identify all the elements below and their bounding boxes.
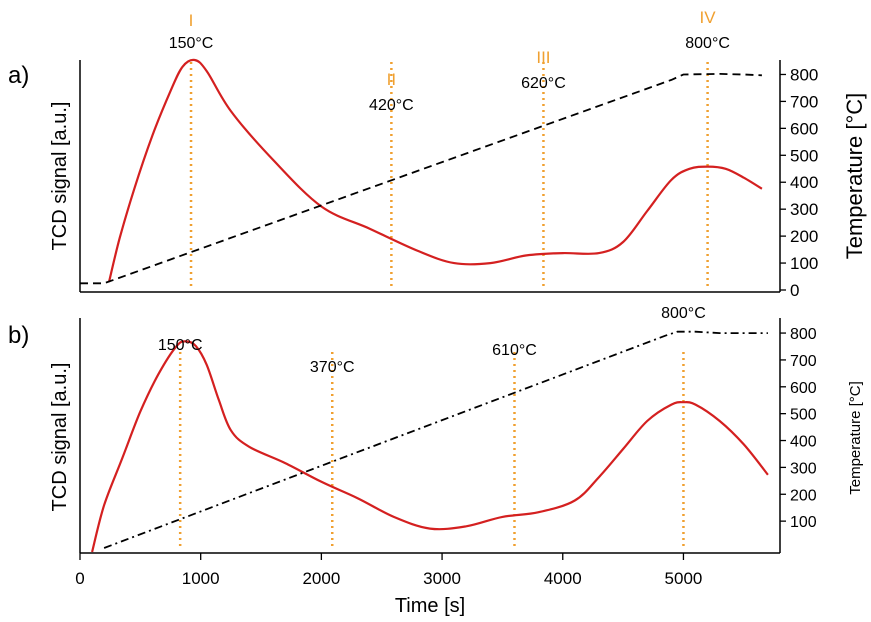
- x-tick-label: 4000: [544, 569, 582, 588]
- x-tick-label: 5000: [665, 569, 703, 588]
- panel-label-a: a): [8, 62, 29, 89]
- peak-numeral-label: II: [387, 70, 396, 89]
- panel-b-right-tick-label: 500: [790, 407, 817, 424]
- panel-b-right-tick-label: 200: [790, 487, 817, 504]
- panel-b-tcd-line: [91, 340, 769, 553]
- panel-b-ylabel-left: TCD signal [a.u.]: [49, 363, 71, 512]
- panel-a-right-tick-label: 500: [790, 146, 818, 165]
- panel-b-temperature-line: [103, 330, 768, 549]
- panel-b-axes: [79, 318, 781, 554]
- x-axis-title: Time [s]: [395, 595, 465, 617]
- panel-b-right-tick-label: 300: [790, 460, 817, 477]
- panel-a-axes: [79, 60, 781, 293]
- x-axis-ticks: 0 1000 2000 3000 4000 5000: [75, 553, 702, 588]
- peak-temperature-label: 800°C: [661, 305, 706, 322]
- panel-a-markers: [189, 62, 709, 289]
- panel-a-right-tick-label: 400: [790, 173, 818, 192]
- panel-b-right-tick-label: 700: [790, 353, 817, 370]
- panel-b-right-tick-label: 800: [790, 326, 817, 343]
- panel-b-right-tick-label: 400: [790, 434, 817, 451]
- peak-temperature-label: 800°C: [685, 35, 730, 52]
- panel-a-ylabel-right: Temperature [°C]: [842, 93, 867, 260]
- peak-numeral-label: III: [536, 48, 550, 67]
- panel-label-b: b): [8, 322, 29, 349]
- panel-a-right-tick-label: 700: [790, 92, 818, 111]
- panel-b-right-ticks: 100 200 300 400 500 600 700 800: [780, 326, 817, 531]
- peak-temperature-label: 610°C: [492, 342, 537, 359]
- peak-temperature-label: 370°C: [310, 359, 355, 376]
- panel-a-tcd-line: [107, 58, 763, 283]
- panel-b-right-tick-label: 600: [790, 380, 817, 397]
- panel-a-right-tick-label: 300: [790, 200, 818, 219]
- peak-temperature-label: 150°C: [169, 35, 214, 52]
- panel-b-series: 150°C 370°C 610°C 800°C: [91, 305, 769, 553]
- panel-a-right-tick-label: 0: [790, 281, 799, 300]
- x-tick-label: 0: [75, 569, 84, 588]
- peak-numeral-label: IV: [700, 8, 717, 27]
- panel-a-right-tick-label: 800: [790, 65, 818, 84]
- x-tick-label: 1000: [182, 569, 220, 588]
- peak-numeral-label: I: [189, 11, 194, 30]
- x-tick-label: 2000: [302, 569, 340, 588]
- panel-a-ylabel-left: TCD signal [a.u.]: [49, 102, 71, 251]
- panel-a-temperature-line: [80, 72, 762, 285]
- peak-temperature-label: 150°C: [158, 337, 203, 354]
- panel-b-right-tick-label: 100: [790, 514, 817, 531]
- panel-a-right-tick-label: 100: [790, 254, 818, 273]
- x-tick-label: 3000: [423, 569, 461, 588]
- peak-temperature-label: 620°C: [521, 75, 566, 92]
- panel-a-right-ticks: 0 100 200 300 400 500 600 700 800: [780, 65, 818, 300]
- panel-a-right-tick-label: 200: [790, 227, 818, 246]
- peak-temperature-label: 420°C: [369, 97, 414, 114]
- panel-a-right-tick-label: 600: [790, 119, 818, 138]
- panel-a-series: I 150°C II 420°C III 620°C IV 800°C: [80, 8, 763, 285]
- panel-b-ylabel-right: Temperature [°C]: [847, 381, 864, 495]
